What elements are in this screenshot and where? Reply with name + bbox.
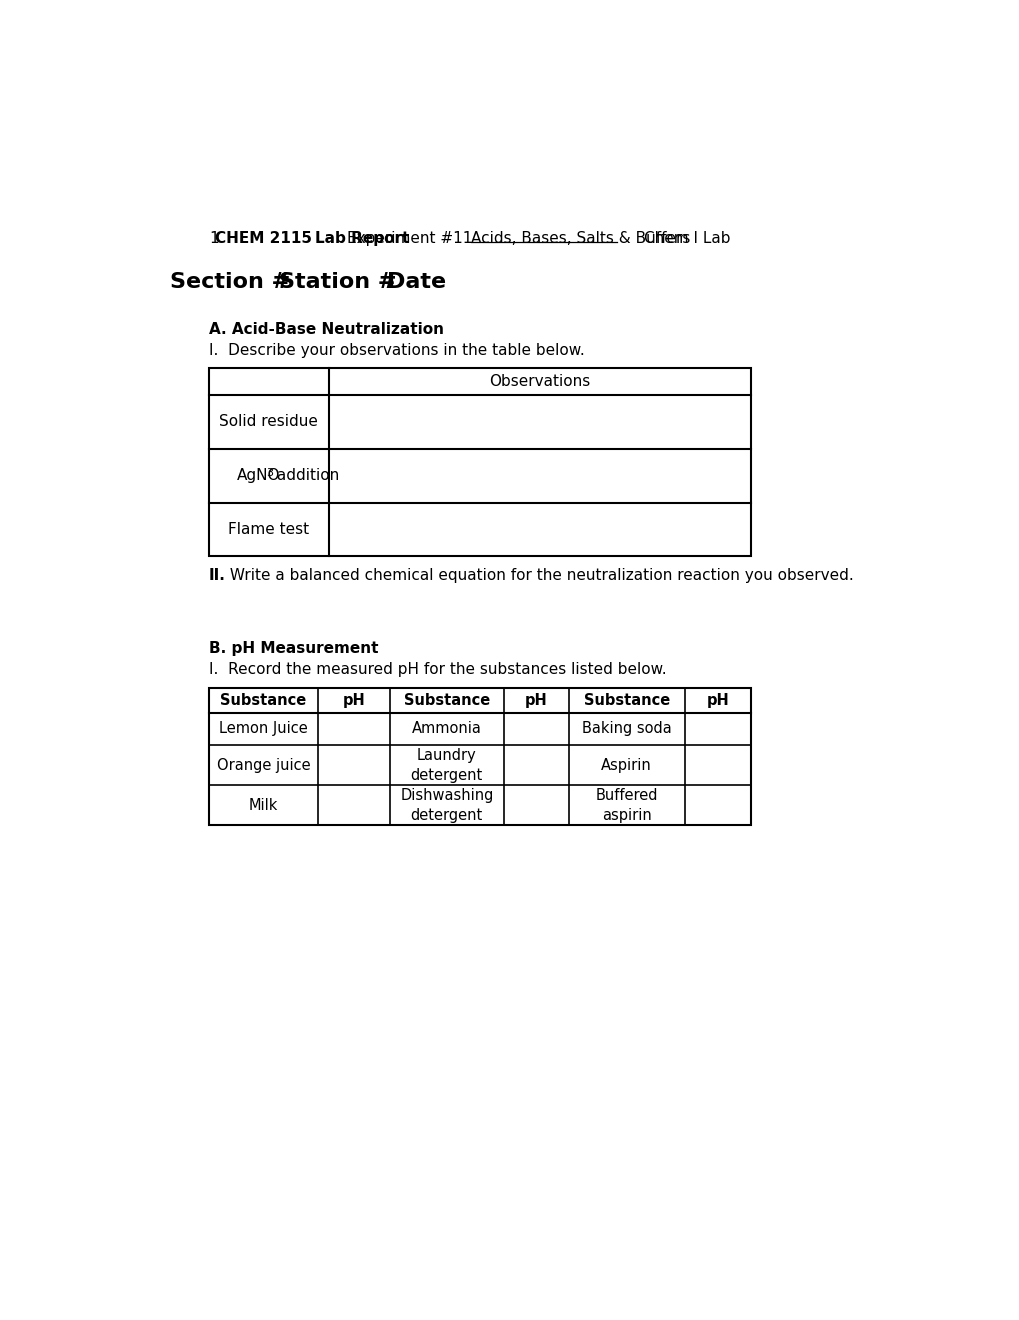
- Text: Acids, Bases, Salts & Buffers: Acids, Bases, Salts & Buffers: [471, 231, 690, 246]
- Text: I.  Describe your observations in the table below.: I. Describe your observations in the tab…: [209, 343, 584, 358]
- Text: Substance: Substance: [404, 693, 489, 708]
- Text: Chem I Lab: Chem I Lab: [644, 231, 731, 246]
- Bar: [209, 368, 751, 557]
- Text: Station #: Station #: [278, 272, 395, 292]
- Text: Experiment #11: Experiment #11: [346, 231, 472, 246]
- Text: Substance: Substance: [583, 693, 669, 708]
- Text: II.: II.: [209, 568, 225, 582]
- Text: pH: pH: [342, 693, 365, 708]
- Text: Observations: Observations: [489, 374, 590, 389]
- Text: Flame test: Flame test: [228, 521, 309, 537]
- Text: Buffered
aspirin: Buffered aspirin: [595, 788, 657, 822]
- Text: Substance: Substance: [220, 693, 307, 708]
- Text: Baking soda: Baking soda: [581, 722, 671, 737]
- Text: CHEM 2115 Lab Report: CHEM 2115 Lab Report: [215, 231, 409, 246]
- Text: 1: 1: [209, 231, 218, 246]
- Text: Write a balanced chemical equation for the neutralization reaction you observed.: Write a balanced chemical equation for t…: [225, 568, 853, 582]
- Text: A. Acid-Base Neutralization: A. Acid-Base Neutralization: [209, 322, 443, 337]
- Text: Section #: Section #: [170, 272, 290, 292]
- Bar: [209, 688, 751, 825]
- Text: AgNO: AgNO: [236, 469, 279, 483]
- Text: Orange juice: Orange juice: [217, 758, 310, 772]
- Text: Ammonia: Ammonia: [412, 722, 481, 737]
- Text: pH: pH: [525, 693, 547, 708]
- Text: Dishwashing
detergent: Dishwashing detergent: [399, 788, 493, 822]
- Text: Date: Date: [387, 272, 446, 292]
- Text: Lemon Juice: Lemon Juice: [219, 722, 308, 737]
- Text: Laundry
detergent: Laundry detergent: [411, 747, 482, 783]
- Text: addition: addition: [272, 469, 339, 483]
- Text: Aspirin: Aspirin: [601, 758, 651, 772]
- Text: B. pH Measurement: B. pH Measurement: [209, 640, 378, 656]
- Text: pH: pH: [706, 693, 729, 708]
- Text: Milk: Milk: [249, 797, 278, 813]
- Text: I.  Record the measured pH for the substances listed below.: I. Record the measured pH for the substa…: [209, 663, 665, 677]
- Text: Solid residue: Solid residue: [219, 414, 318, 429]
- Text: 3: 3: [266, 469, 272, 478]
